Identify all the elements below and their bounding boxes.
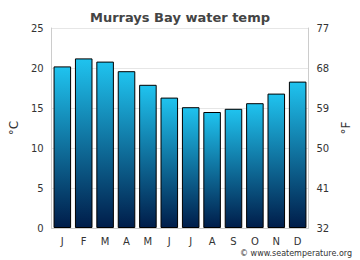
svg-text:5: 5 [37, 183, 43, 194]
svg-text:68: 68 [316, 63, 329, 74]
svg-text:F: F [81, 236, 87, 247]
svg-text:°F: °F [339, 121, 353, 134]
svg-text:M: M [144, 236, 153, 247]
svg-text:Murrays Bay water temp: Murrays Bay water temp [90, 10, 270, 25]
svg-text:25: 25 [31, 23, 44, 34]
svg-text:15: 15 [31, 103, 44, 114]
svg-text:32: 32 [316, 223, 329, 234]
svg-text:50: 50 [316, 143, 329, 154]
svg-text:A: A [209, 236, 216, 247]
svg-text:D: D [294, 236, 302, 247]
svg-text:J: J [167, 236, 171, 247]
svg-text:20: 20 [31, 63, 44, 74]
svg-text:N: N [273, 236, 280, 247]
svg-text:10: 10 [31, 143, 44, 154]
svg-text:0: 0 [37, 223, 43, 234]
svg-text:S: S [230, 236, 236, 247]
svg-text:© www.seatemperature.org: © www.seatemperature.org [240, 249, 352, 258]
svg-text:41: 41 [316, 183, 329, 194]
svg-text:J: J [188, 236, 192, 247]
svg-text:A: A [123, 236, 130, 247]
svg-text:J: J [60, 236, 64, 247]
svg-text:77: 77 [316, 23, 329, 34]
svg-text:M: M [101, 236, 110, 247]
svg-text:59: 59 [316, 103, 329, 114]
svg-text:O: O [251, 236, 259, 247]
svg-text:°C: °C [7, 121, 21, 135]
